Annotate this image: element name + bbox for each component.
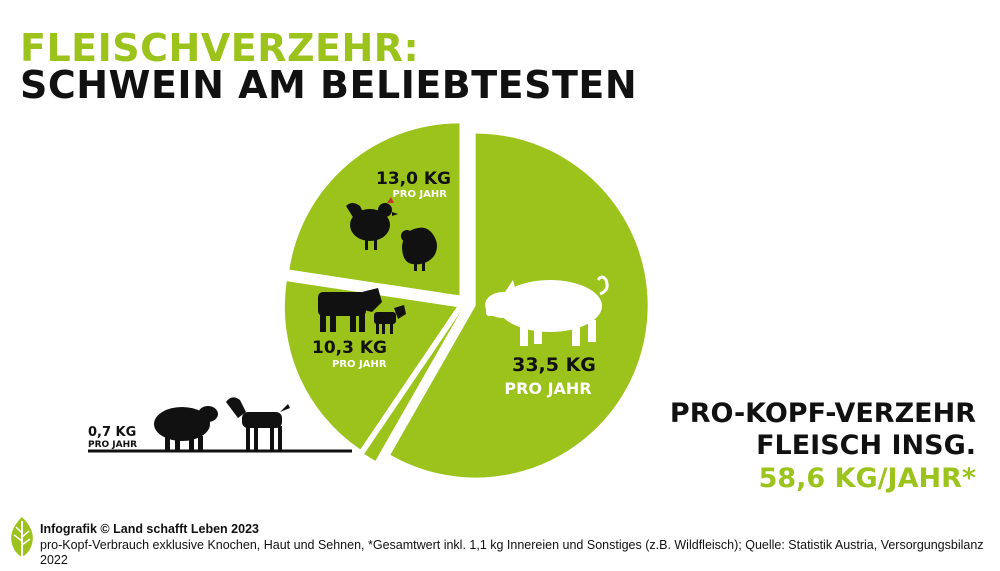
pie-slice-sheep-goat <box>364 311 461 461</box>
summary-block: PRO-KOPF-VERZEHR FLEISCH INSG. 58,6 KG/J… <box>670 398 976 495</box>
slice-sublabel-sheep-goat: PRO JAHR <box>88 440 137 450</box>
footer: Infografik © Land schafft Leben 2023 pro… <box>40 522 1000 569</box>
slice-label-beef: 10,3 KG <box>312 338 387 358</box>
summary-line2: FLEISCH INSG. <box>756 430 976 462</box>
chart-title-line1: FLEISCHVERZEHR: <box>20 26 420 70</box>
pig-icon <box>485 275 609 346</box>
goat-icon <box>226 397 290 450</box>
calf-icon <box>374 305 406 334</box>
slice-label-poultry: 13,0 KG <box>376 169 451 189</box>
sheep-icon <box>154 406 218 452</box>
summary-line1: PRO-KOPF-VERZEHR <box>669 398 976 429</box>
footer-note: pro-Kopf-Verbrauch exklusive Knochen, Ha… <box>40 537 984 568</box>
chart-title-line2: SCHWEIN AM BELIEBTESTEN <box>20 63 638 107</box>
cow-icon <box>318 288 382 332</box>
slice-sublabel-beef: PRO JAHR <box>332 359 387 370</box>
footer-credit: Infografik © Land schafft Leben 2023 <box>40 522 259 536</box>
turkey-icon <box>401 227 437 271</box>
pie-slice-beef <box>284 281 457 450</box>
slice-label-pork: 33,5 KG <box>512 354 596 376</box>
slice-sublabel-pork: PRO JAHR <box>504 379 591 398</box>
slice-sublabel-poultry: PRO JAHR <box>392 189 447 200</box>
leaf-logo-icon <box>11 517 33 557</box>
summary-total: 58,6 KG/JAHR* <box>758 462 976 494</box>
slice-label-sheep-goat: 0,7 KG <box>88 425 136 440</box>
chicken-icon <box>346 197 398 250</box>
